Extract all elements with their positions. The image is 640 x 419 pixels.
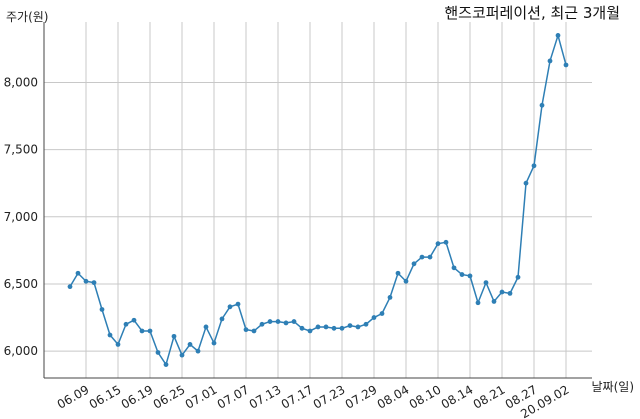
data-point — [523, 180, 529, 186]
data-point — [539, 102, 545, 108]
data-point — [363, 321, 369, 327]
data-point — [91, 280, 97, 286]
data-point — [331, 325, 337, 331]
data-point — [235, 301, 241, 307]
data-point — [171, 333, 177, 339]
data-point — [315, 324, 321, 330]
data-point — [107, 332, 113, 338]
data-point — [139, 328, 145, 334]
x-tick-label: 07.01 — [183, 382, 220, 411]
data-point — [427, 254, 433, 260]
data-point — [531, 163, 537, 169]
data-point — [507, 290, 513, 296]
data-point — [555, 33, 561, 38]
data-point — [411, 261, 417, 267]
data-point — [475, 300, 481, 306]
y-tick-label: 7,500 — [4, 143, 38, 157]
series-line — [69, 34, 567, 366]
data-point — [131, 317, 137, 323]
x-tick-label: 06.25 — [151, 382, 188, 411]
data-point — [387, 294, 393, 300]
data-point — [195, 348, 201, 354]
data-point — [323, 324, 329, 330]
data-point — [419, 254, 425, 260]
data-point — [395, 270, 401, 276]
x-tick-label: 08.10 — [407, 382, 444, 411]
data-point — [515, 274, 521, 280]
points-group — [67, 33, 569, 367]
x-tick-label: 07.29 — [343, 382, 380, 411]
data-point — [467, 273, 473, 279]
data-point — [347, 323, 353, 329]
data-point — [339, 325, 345, 331]
x-tick-label: 07.07 — [215, 382, 252, 411]
data-point — [283, 320, 289, 326]
y-tick-label: 6,000 — [4, 344, 38, 358]
x-tick-label: 06.15 — [87, 382, 124, 411]
data-point — [371, 315, 377, 320]
x-tick-label: 08.21 — [471, 382, 508, 411]
data-point — [563, 62, 569, 68]
data-point — [299, 325, 305, 331]
x-tick-label: 07.17 — [279, 382, 316, 411]
data-point — [547, 58, 553, 64]
data-point — [291, 319, 297, 324]
data-point — [499, 289, 505, 295]
x-gridlines — [85, 22, 567, 378]
data-point — [227, 304, 233, 310]
data-point — [451, 265, 457, 271]
data-point — [267, 319, 273, 324]
x-tick-label: 06.09 — [55, 382, 92, 411]
x-tick-label: 07.13 — [247, 382, 284, 411]
data-point — [211, 340, 217, 346]
data-point — [75, 270, 81, 276]
data-point — [83, 278, 89, 284]
data-point — [307, 328, 313, 334]
axes — [43, 22, 592, 379]
data-point — [187, 342, 193, 347]
data-point — [147, 328, 153, 334]
data-point — [219, 316, 225, 322]
x-tick-label: 08.04 — [375, 382, 412, 411]
data-point — [459, 272, 465, 277]
x-tick-label: 07.23 — [311, 382, 348, 411]
data-point — [483, 280, 489, 286]
data-point — [155, 350, 161, 355]
y-tick-labels: 6,000 6,500 7,000 7,500 8,000 — [4, 75, 38, 358]
data-point — [115, 342, 121, 347]
data-point — [443, 239, 449, 245]
y-tick-label: 6,500 — [4, 277, 38, 291]
data-point — [251, 328, 257, 334]
x-tick-label: 08.14 — [439, 382, 476, 411]
data-point — [243, 327, 249, 333]
x-tick-label: 06.19 — [119, 382, 156, 411]
data-point — [163, 362, 169, 367]
chart-title: 핸즈코퍼레이션, 최근 3개월 — [444, 4, 620, 22]
data-point — [379, 311, 385, 316]
x-axis-label: 날짜(일) — [591, 380, 634, 394]
y-gridlines — [44, 81, 592, 352]
data-point — [491, 299, 497, 304]
data-point — [203, 324, 209, 330]
y-tick-label: 7,000 — [4, 210, 38, 224]
data-point — [99, 307, 105, 312]
data-point — [179, 352, 185, 358]
y-axis-label: 주가(원) — [6, 10, 49, 24]
data-point — [355, 324, 361, 330]
data-point — [275, 319, 281, 324]
data-point — [435, 241, 441, 247]
y-tick-label: 8,000 — [4, 75, 38, 89]
data-point — [403, 278, 409, 284]
series-group — [69, 34, 567, 366]
data-point — [259, 321, 265, 327]
x-tick-labels: 06.0906.1506.1906.2507.0107.0707.1307.17… — [55, 382, 572, 419]
data-point — [67, 284, 73, 290]
data-point — [123, 321, 129, 327]
